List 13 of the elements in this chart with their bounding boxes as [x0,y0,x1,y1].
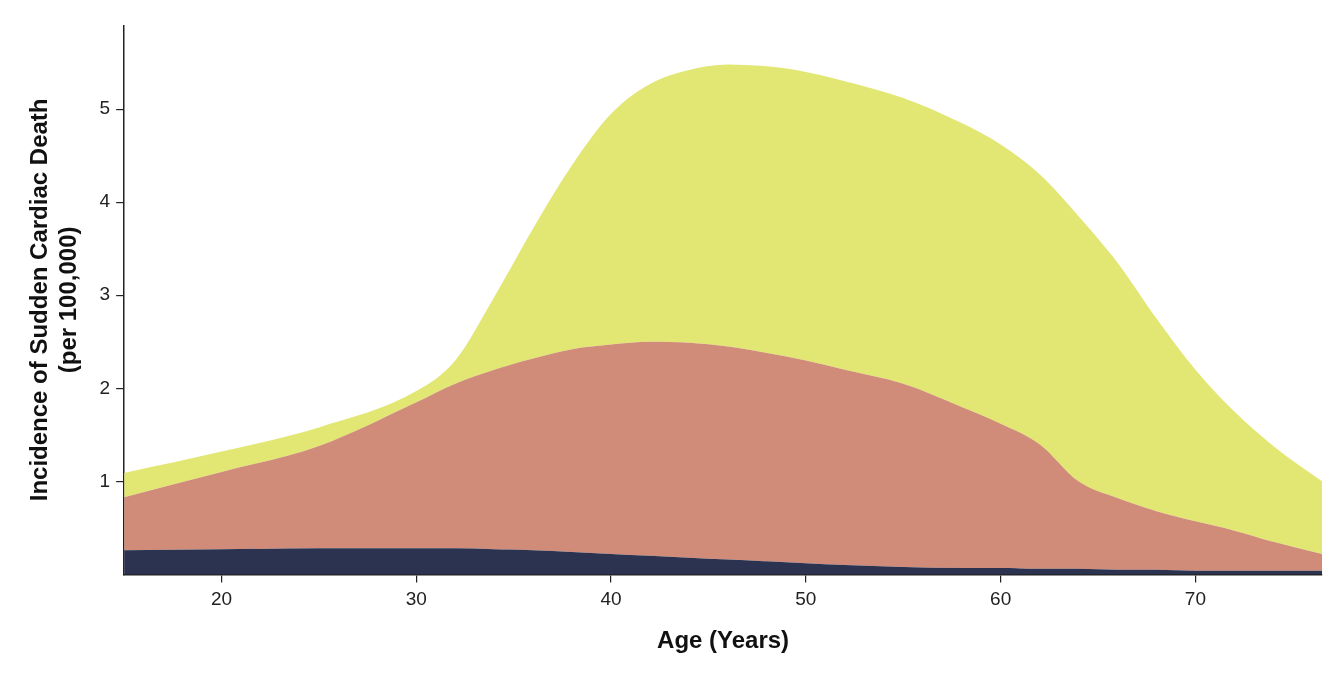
x-tick-label: 40 [600,588,622,610]
y-tick-label: 1 [99,469,111,491]
x-tick-label: 30 [405,588,427,610]
y-axis-title: Incidence of Sudden Cardiac Death (per 100,000) [25,98,81,502]
x-tick-label: 50 [795,588,817,610]
y-tick-label: 2 [99,376,111,398]
x-axis-title: Age (Years) [657,626,790,654]
x-tick-label: 20 [210,588,233,610]
x-tick-label: 70 [1184,588,1206,610]
x-tick-label: 60 [990,588,1012,610]
y-tick-label: 5 [99,97,111,119]
y-tick-label: 4 [99,190,111,212]
y-tick-label: 3 [99,283,111,305]
